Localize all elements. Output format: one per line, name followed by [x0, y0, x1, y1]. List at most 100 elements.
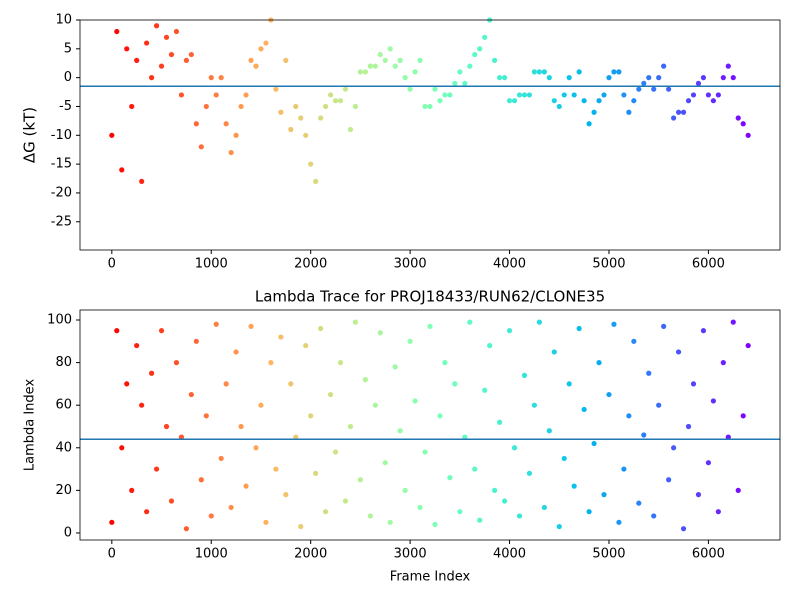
point — [337, 360, 344, 366]
point — [273, 466, 279, 472]
point — [452, 80, 458, 87]
point — [695, 80, 702, 87]
point — [690, 92, 697, 98]
point — [581, 406, 587, 413]
point — [566, 381, 572, 387]
point — [407, 338, 413, 344]
x-tick-label: 5000 — [592, 257, 625, 272]
point — [432, 521, 438, 528]
point — [646, 370, 652, 376]
point — [387, 519, 393, 525]
point — [397, 428, 403, 434]
point — [387, 46, 393, 52]
point — [626, 109, 632, 115]
point — [228, 149, 234, 156]
point — [521, 372, 528, 378]
point — [233, 349, 239, 355]
y-tick-label: 100 — [47, 313, 72, 328]
point — [536, 69, 542, 75]
point — [740, 121, 746, 127]
y-tick-label: 0 — [64, 70, 72, 85]
point — [109, 519, 115, 525]
point — [680, 109, 687, 115]
point — [223, 121, 229, 127]
point — [462, 434, 468, 440]
point — [327, 391, 334, 398]
point — [109, 132, 115, 138]
point — [193, 121, 199, 127]
point — [367, 513, 373, 519]
point — [437, 98, 443, 104]
point — [148, 370, 155, 376]
y-tick-label: 40 — [55, 440, 72, 455]
point — [671, 115, 677, 121]
point — [666, 477, 672, 483]
y-axis-label: ΔG (kT) — [21, 107, 39, 163]
point — [745, 132, 751, 138]
point — [581, 98, 587, 104]
point — [492, 487, 498, 493]
point — [685, 423, 692, 430]
point — [477, 46, 483, 52]
point — [377, 51, 383, 58]
point — [318, 115, 324, 121]
point — [661, 323, 667, 329]
point — [631, 338, 637, 344]
point — [412, 398, 418, 404]
point — [288, 126, 294, 133]
point — [298, 523, 304, 530]
point — [700, 75, 707, 81]
point — [566, 75, 572, 81]
point — [656, 75, 662, 81]
point — [551, 98, 557, 104]
point — [163, 423, 170, 430]
point — [591, 109, 597, 115]
point — [680, 526, 687, 532]
point — [233, 132, 239, 138]
point — [516, 513, 523, 519]
point — [626, 413, 632, 419]
point — [124, 381, 130, 387]
x-tick-label: 5000 — [592, 547, 625, 562]
point — [173, 360, 180, 366]
point — [382, 57, 388, 63]
point — [243, 92, 249, 98]
y-tick-label: 80 — [55, 355, 72, 370]
x-tick-label: 3000 — [394, 257, 427, 272]
point — [402, 75, 408, 81]
point — [556, 523, 562, 530]
x-tick-label: 0 — [108, 547, 116, 562]
point — [561, 92, 567, 98]
point — [183, 57, 189, 63]
point — [173, 28, 180, 35]
point — [611, 69, 617, 75]
point — [114, 328, 120, 334]
point — [223, 381, 229, 387]
point — [715, 509, 721, 515]
point — [148, 75, 155, 81]
x-tick-label: 6000 — [692, 257, 725, 272]
point — [710, 98, 716, 104]
point — [541, 69, 547, 75]
point — [571, 92, 577, 98]
point — [139, 178, 145, 185]
point — [417, 504, 423, 511]
point — [293, 103, 299, 110]
point — [666, 86, 672, 92]
point — [606, 75, 612, 81]
point — [129, 487, 135, 493]
point — [158, 328, 165, 334]
point — [144, 509, 150, 515]
point — [631, 98, 637, 104]
point — [332, 98, 339, 104]
y-tick-label: -15 — [51, 157, 72, 172]
point — [243, 483, 249, 489]
point — [357, 477, 363, 483]
point — [129, 103, 135, 110]
x-tick-label: 1000 — [195, 257, 228, 272]
point — [372, 63, 378, 69]
point — [482, 34, 488, 40]
x-tick-label: 3000 — [394, 547, 427, 562]
point — [268, 360, 274, 366]
